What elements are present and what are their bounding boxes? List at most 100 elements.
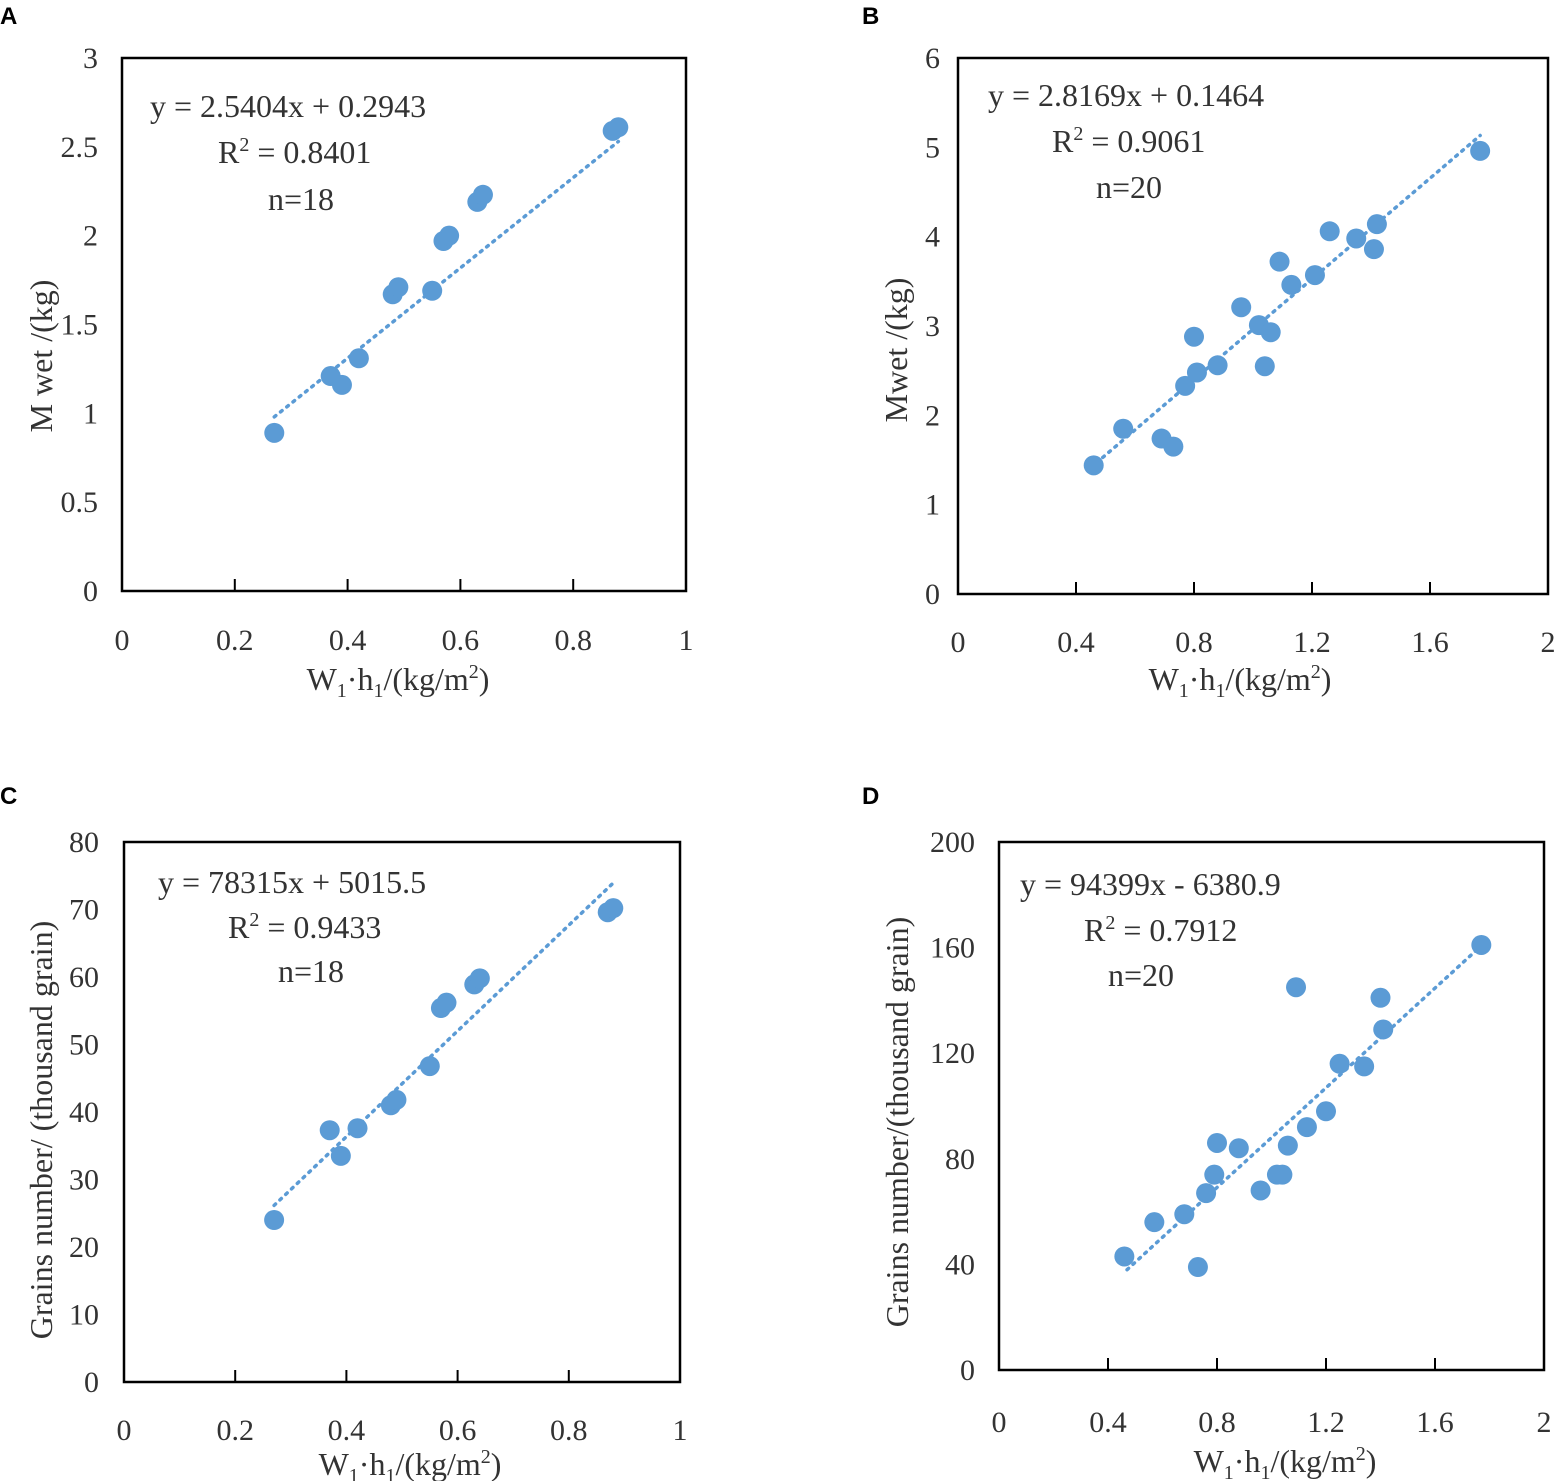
data-point — [1228, 1138, 1249, 1159]
data-point — [1471, 934, 1492, 955]
data-point — [1196, 1183, 1217, 1204]
y-tick-label: 10 — [69, 1299, 99, 1332]
data-point — [330, 1145, 351, 1166]
data-point — [1163, 436, 1184, 457]
x-tick-label: 0.6 — [442, 624, 480, 657]
data-point — [1346, 228, 1367, 249]
data-point — [419, 1056, 440, 1077]
y-tick-label: 2 — [925, 399, 940, 432]
regression-equation: y = 78315x + 5015.5 — [158, 864, 426, 900]
regression-equation: y = 2.8169x + 0.1464 — [988, 77, 1264, 113]
data-point — [1277, 1135, 1298, 1156]
x-tick-label: 0.6 — [439, 1414, 477, 1447]
data-point — [1254, 356, 1275, 377]
y-tick-label: 30 — [69, 1164, 99, 1197]
x-tick-label: 0.2 — [216, 624, 254, 657]
data-point — [388, 277, 409, 298]
x-tick-label: 1.2 — [1307, 1406, 1345, 1439]
chart-panel-a: A 0 0.2 0.4 0.6 0.8 1 0 0.5 1 1.5 2 2.5 3 W1·h1/(kg/m2… — [0, 3, 694, 702]
y-tick-label: 0 — [925, 578, 940, 611]
y-tick-label: 2.5 — [61, 131, 99, 164]
data-point — [1204, 1164, 1225, 1185]
data-point — [1114, 1246, 1135, 1267]
data-point — [436, 992, 457, 1013]
sample-size-label: n=18 — [278, 953, 344, 989]
data-point — [264, 1210, 285, 1230]
data-point — [1329, 1053, 1350, 1074]
data-point — [603, 898, 624, 919]
y-tick-label: 80 — [945, 1143, 975, 1176]
x-axis-title: W1·h1/(kg/m2) — [1194, 1443, 1377, 1481]
chart-panel-d: D 0 0.4 0.8 1.2 1.6 2 0 40 80 120 160 200 W1·h1/(kg/m… — [862, 783, 1552, 1481]
plot-frame — [122, 840, 682, 1384]
data-point — [331, 374, 352, 395]
data-point — [1083, 455, 1104, 476]
x-tick-label: 0.2 — [216, 1414, 254, 1447]
data-point — [1366, 214, 1387, 235]
y-axis-title: Grains number/(thousand grain) — [879, 917, 915, 1328]
data-point — [264, 422, 285, 443]
y-tick-label: 0.5 — [61, 486, 99, 519]
r-squared-label: R2 = 0.9061 — [1052, 123, 1205, 159]
x-tick-label: 0.8 — [554, 624, 592, 657]
data-point — [1269, 251, 1290, 272]
data-point — [1286, 977, 1307, 998]
plot-frame — [120, 56, 688, 593]
x-tick-label: 1.6 — [1411, 626, 1449, 659]
y-tick-label: 1 — [83, 397, 98, 430]
data-point — [347, 1118, 368, 1139]
data-point — [1186, 362, 1207, 383]
y-tick-label: 0 — [960, 1354, 975, 1387]
data-point — [1231, 297, 1252, 318]
data-point — [469, 968, 490, 989]
r-squared-label: R2 = 0.7912 — [1084, 912, 1237, 948]
y-tick-label: 50 — [69, 1029, 99, 1062]
panel-label: B — [862, 3, 879, 30]
trendline — [272, 881, 616, 1208]
y-tick-label: 1 — [925, 489, 940, 522]
x-tick-label: 0 — [115, 624, 130, 657]
plot-frame — [956, 56, 1550, 596]
data-point — [1113, 418, 1134, 439]
x-tick-label: 2 — [1541, 626, 1555, 659]
data-point — [386, 1089, 407, 1110]
chart-panel-c: C0 0.2 0.4 0.6 0.8 101020304050607080W1·h1/(k… — [0, 783, 688, 1481]
y-tick-label: 3 — [925, 310, 940, 343]
x-tick-label: 0.8 — [1198, 1406, 1236, 1439]
y-axis-title: M wet /(kg) — [23, 280, 59, 433]
x-tick-label: 1.2 — [1293, 626, 1331, 659]
regression-equation: y = 2.5404x + 0.2943 — [150, 88, 426, 124]
r-squared-label: R2 = 0.8401 — [218, 134, 371, 170]
panel-label: C — [0, 783, 17, 810]
chart-panel-b: B 0 0.4 0.8 1.2 1.6 2 0 1 2 3 4 5 6 W1·h1/(kg/m2) Mwet … — [862, 3, 1555, 702]
data-point — [1316, 1101, 1336, 1122]
plot-frame — [997, 840, 1546, 1372]
data-point — [422, 280, 443, 301]
x-tick-label: 0.4 — [328, 1414, 366, 1447]
r-squared-label: R2 = 0.9433 — [228, 909, 381, 945]
sample-size-label: n=20 — [1096, 169, 1162, 205]
data-point — [1281, 274, 1302, 295]
y-tick-label: 4 — [925, 221, 940, 254]
y-tick-label: 160 — [930, 932, 975, 965]
x-tick-label: 0.4 — [329, 624, 367, 657]
x-tick-label: 0 — [951, 626, 966, 659]
y-tick-label: 3 — [83, 42, 98, 75]
panel-label: A — [0, 3, 17, 30]
y-tick-label: 120 — [930, 1037, 975, 1070]
y-tick-label: 2 — [83, 220, 98, 253]
x-tick-label: 1 — [679, 624, 694, 657]
x-tick-label: 0 — [992, 1406, 1007, 1439]
y-axis-title: Mwet /(kg) — [878, 278, 914, 423]
data-point — [1354, 1056, 1375, 1077]
x-axis-title: W1·h1/(kg/m2) — [319, 1446, 502, 1481]
data-point — [1363, 239, 1384, 260]
y-tick-label: 0 — [83, 575, 98, 608]
data-point — [1370, 987, 1391, 1008]
sample-size-label: n=18 — [268, 181, 334, 217]
data-point — [1250, 1180, 1271, 1201]
x-tick-label: 2 — [1537, 1406, 1552, 1439]
x-axis-title: W1·h1/(kg/m2) — [1149, 661, 1332, 702]
x-tick-label: 0.8 — [550, 1414, 588, 1447]
